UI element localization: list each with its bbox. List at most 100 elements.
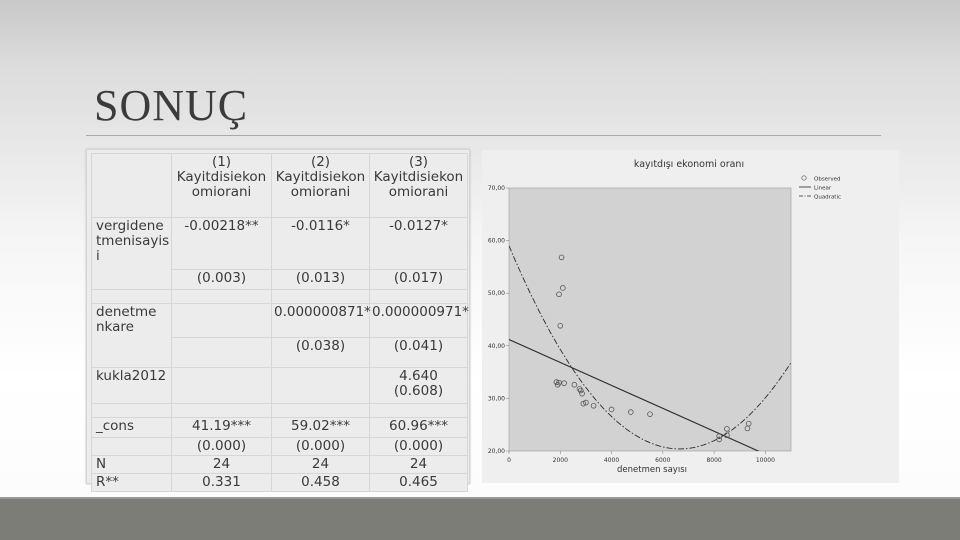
x-axis-label: denetmen sayısı bbox=[617, 465, 687, 475]
scatter-chart: kayıtdışı ekonomi oranı 20,00 30,00 40,00 5… bbox=[488, 159, 841, 475]
data-point bbox=[558, 254, 565, 261]
data-point bbox=[554, 381, 561, 388]
pvalue-cell: (0.000) bbox=[369, 437, 468, 456]
table-row: vergidene tmenisayis i -0.00218** -0.0116*… bbox=[91, 217, 468, 290]
data-point bbox=[561, 380, 567, 386]
data-point bbox=[557, 323, 564, 329]
data-point bbox=[580, 400, 587, 407]
table-row: (0.003) (0.013) (0.017) bbox=[92, 269, 468, 290]
table-row: kukla2012 4.640 (0.608) bbox=[91, 367, 468, 404]
coef-cell: 41.19*** bbox=[171, 417, 272, 438]
data-point bbox=[579, 390, 585, 397]
chart-title: kayıtdışı ekonomi oranı bbox=[634, 159, 744, 170]
coef-cell: 4.640 (0.608) bbox=[369, 367, 468, 404]
pvalue-cell: (0.003) bbox=[171, 269, 272, 290]
row-label-cons: _cons bbox=[91, 417, 172, 438]
quadratic-fit-curve bbox=[509, 245, 791, 450]
x-tick-label: 2000 bbox=[553, 457, 568, 464]
row-label: i bbox=[96, 248, 100, 264]
column-header-1: (1) Kayitdisiekon omiorani bbox=[171, 153, 272, 218]
y-tick-label: 60,00 bbox=[488, 238, 505, 245]
chart-legend: Observed Linear Quadratic bbox=[799, 175, 841, 201]
n-cell: 24 bbox=[271, 455, 370, 474]
row-label-kukla: kukla2012 bbox=[91, 367, 172, 404]
data-point bbox=[716, 436, 723, 443]
table-header-row: (1) Kayitdisiekon omiorani (2) Kayitdisieko… bbox=[91, 153, 468, 218]
n-cell: 24 bbox=[171, 455, 272, 474]
column-label: Kayitdisiekon bbox=[176, 169, 267, 185]
table-row: N 24 24 24 bbox=[91, 455, 468, 474]
legend-observed-label: Observed bbox=[814, 177, 840, 183]
scatter-chart-panel: kayıtdışı ekonomi oranı 20,00 30,00 40,00 5… bbox=[482, 150, 899, 483]
pvalue-cell bbox=[171, 337, 272, 368]
column-label: Kayitdisiekon bbox=[373, 169, 464, 185]
coef-cell: -0.0127* bbox=[369, 217, 468, 270]
regression-table-panel: (1) Kayitdisiekon omiorani (2) Kayitdisieko… bbox=[86, 149, 470, 492]
title-divider bbox=[86, 135, 881, 136]
slide-title: SONUÇ bbox=[94, 81, 249, 130]
column-number: (3) bbox=[408, 154, 429, 170]
table-spacer-row bbox=[91, 289, 468, 304]
pvalue-cell: (0.041) bbox=[369, 337, 468, 368]
x-tick-label: 8000 bbox=[706, 457, 721, 464]
table-row: R** 0.331 0.458 0.465 bbox=[91, 473, 468, 492]
x-tick-label: 10000 bbox=[756, 457, 775, 464]
data-point bbox=[724, 432, 730, 439]
r2-cell: 0.465 bbox=[369, 473, 468, 492]
pvalue-value: (0.608) bbox=[393, 383, 444, 399]
data-point bbox=[571, 381, 578, 388]
data-point bbox=[627, 409, 634, 415]
pvalue-cell: (0.013) bbox=[271, 269, 370, 290]
row-label-denetme: denetme nkare bbox=[91, 303, 172, 368]
r2-cell: 0.331 bbox=[171, 473, 272, 492]
x-tick-label: 6000 bbox=[655, 457, 670, 464]
column-header-2: (2) Kayitdisiekon omiorani bbox=[271, 153, 370, 218]
column-header-3: (3) Kayitdisiekon omiorani bbox=[369, 153, 468, 218]
linear-fit-line bbox=[509, 339, 760, 451]
row-label: nkare bbox=[96, 319, 134, 335]
table-spacer-row bbox=[91, 403, 468, 418]
data-point bbox=[553, 379, 560, 385]
column-label: omiorani bbox=[191, 184, 252, 200]
coef-cell: 0.000000971* bbox=[369, 303, 469, 338]
r2-cell: 0.458 bbox=[271, 473, 370, 492]
coef-cell: -0.0116* bbox=[271, 217, 370, 270]
row-label: tmenisayis bbox=[96, 233, 170, 249]
coef-value: 4.640 bbox=[399, 368, 438, 384]
footer-divider bbox=[0, 497, 960, 499]
x-tick-label: 4000 bbox=[604, 457, 619, 464]
data-point bbox=[724, 426, 730, 432]
y-tick-label: 70,00 bbox=[488, 185, 505, 192]
data-point bbox=[590, 402, 597, 409]
y-tick-label: 20,00 bbox=[488, 448, 505, 455]
data-point bbox=[576, 386, 583, 392]
pvalue-cell: (0.000) bbox=[271, 437, 370, 456]
legend-linear-label: Linear bbox=[814, 186, 832, 192]
y-tick-label: 50,00 bbox=[488, 290, 505, 297]
row-label: denetme bbox=[96, 304, 157, 320]
data-point bbox=[608, 406, 615, 413]
y-tick-label: 40,00 bbox=[488, 343, 505, 350]
data-point bbox=[647, 411, 653, 417]
column-label: omiorani bbox=[388, 184, 449, 200]
coef-cell bbox=[171, 367, 272, 404]
plot-area bbox=[508, 187, 792, 452]
data-point bbox=[556, 291, 562, 298]
data-point bbox=[560, 285, 566, 291]
column-label: Kayitdisiekon bbox=[275, 169, 366, 185]
column-number: (1) bbox=[211, 154, 232, 170]
row-label-r2: R** bbox=[91, 473, 172, 492]
table-row: denetme nkare 0.000000871* 0.000000971* bbox=[91, 303, 469, 368]
legend-observed-marker bbox=[801, 175, 807, 181]
legend-quadratic-label: Quadratic bbox=[814, 195, 841, 201]
row-label-n: N bbox=[91, 455, 172, 474]
x-tick-label: 0 bbox=[507, 457, 511, 464]
coef-cell: 60.96*** bbox=[369, 417, 468, 438]
column-number: (2) bbox=[310, 154, 331, 170]
table-row: (0.000) (0.000) (0.000) bbox=[91, 437, 468, 456]
n-cell: 24 bbox=[369, 455, 468, 474]
row-label: vergidene bbox=[96, 218, 164, 234]
coef-cell: 59.02*** bbox=[271, 417, 370, 438]
coef-cell: 0.000000871* bbox=[271, 303, 371, 338]
row-label-vergi: vergidene tmenisayis i bbox=[91, 217, 172, 290]
